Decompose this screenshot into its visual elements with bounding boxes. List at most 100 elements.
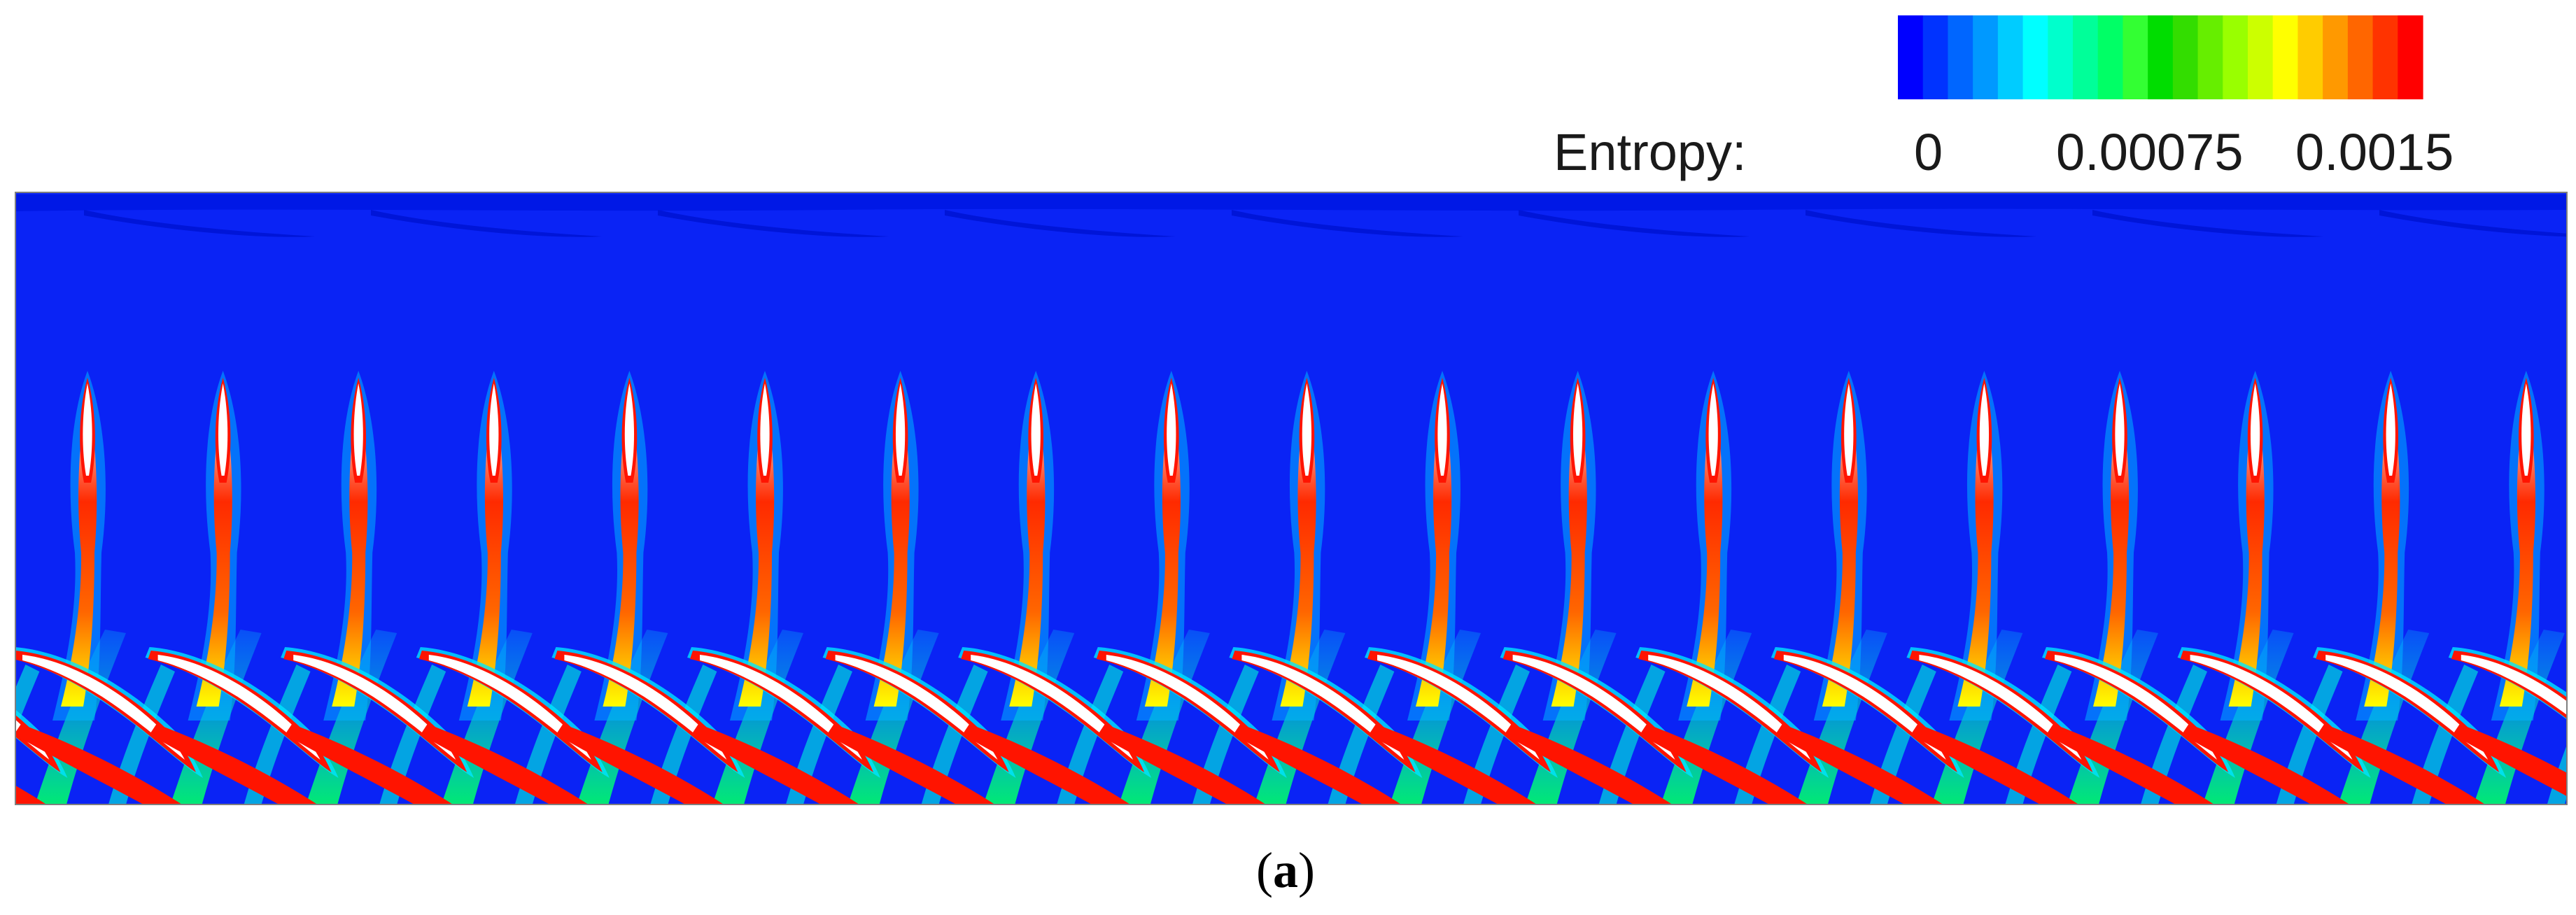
row2-blade [2042,647,2235,804]
row2-wake-secondary [1869,665,1936,804]
row1-blade [1949,371,2003,721]
row2-wake-secondary [1057,665,1124,804]
blade-core [624,383,635,476]
row2-wake-band [1775,724,1943,804]
row2-wake-secondary [1328,665,1395,804]
colorbar-swatch [1948,15,1973,99]
wall-streak [84,210,315,237]
row2-wake-secondary [1734,665,1801,804]
row2-blade-core [1919,655,2082,760]
blade-core [760,383,770,476]
row1-blade [1813,371,1867,721]
colorbar-swatch [2248,15,2274,99]
colorbar-swatch [2073,15,2099,99]
row1-blade [730,371,783,721]
row2-blade [145,647,339,804]
row1-blade [323,371,377,721]
wall-streak [371,210,602,237]
blade-core [1031,383,1041,476]
blade-core [1844,383,1854,476]
row2-wake-band [15,724,182,804]
row2-wake-secondary [244,665,311,804]
row2-wake-secondary [1598,665,1666,804]
blade-core [1979,383,1990,476]
row1-blade [1136,371,1190,721]
row2-wake-band [2317,724,2486,804]
entropy-colorbar [1898,15,2423,99]
wall-streak [2379,210,2567,237]
colorbar-tick-mid: 0.00075 [2056,123,2244,181]
row2-wake-secondary [2412,665,2479,804]
row2-wake-band [1097,724,1266,804]
upper-wall-band [15,194,2567,211]
row2-blade [1229,647,1423,804]
row2-blade-core [1241,655,1405,760]
row2-blade [2177,647,2371,804]
row2-wake-band [285,724,453,804]
row2-wake-band [1640,724,1808,804]
row2-wake-band [2181,724,2350,804]
row1-blade [2220,371,2274,721]
wall-streak [658,210,889,237]
row2-wake-band [556,724,724,804]
row2-blade [1771,647,1964,804]
colorbar-swatch [1997,15,2024,99]
row2-blade-core [2325,655,2489,760]
row1-blade [1001,371,1055,721]
row2-wake-secondary [379,665,446,804]
row1-blade [1272,371,1325,721]
blade-core [489,383,499,476]
row2-wake-secondary [786,665,852,804]
row2-blade [281,647,474,804]
row2-wake-secondary [2276,665,2343,804]
colorbar-swatch [2347,15,2374,99]
row2-wake-band [1504,724,1673,804]
row2-wake-band [149,724,318,804]
blade-core [1708,383,1718,476]
wall-streak [2092,210,2323,237]
colorbar-swatch [2223,15,2248,99]
wall-streak [1232,210,1463,237]
row2-blade-core [2190,655,2353,760]
colorbar-swatch [2097,15,2124,99]
blade-core [218,383,228,476]
row2-blade [1365,647,1558,804]
blade-core [83,383,92,476]
wall-streak [1806,210,2036,237]
row2-blade-core [971,655,1134,760]
caption-letter: a [1273,842,1298,898]
row2-blade-core [1377,655,1540,760]
blade-core [1302,383,1312,476]
row2-wake-band [2046,724,2214,804]
colorbar-swatch [2148,15,2174,99]
blade-core [353,383,363,476]
row2-blade [1635,647,1829,804]
row2-wake-secondary [514,665,582,804]
row2-blade [416,647,610,804]
row2-blade [1500,647,1694,804]
row2-blade [2313,647,2507,804]
colorbar-swatch [2398,15,2423,99]
row2-blade-core [1512,655,1675,760]
colorbar-tick-min: 0 [1914,123,1943,181]
colorbar-swatch [2048,15,2074,99]
row2-blade [958,647,1152,804]
row2-wake-secondary [15,665,40,731]
blade-core [2521,383,2531,476]
row2-wake-band [1233,724,1402,804]
row2-blade [2448,647,2567,797]
blade-core [2250,383,2260,476]
upper-wall-streaks [84,210,2567,237]
blade-core [2386,383,2395,476]
row2-blade-core [2461,655,2567,715]
row2-blade [687,647,880,804]
row2-blade [1093,647,1287,804]
row2-wake-secondary [921,665,988,804]
row2-wake-secondary [1192,665,1259,804]
row1-blade [1678,371,1732,721]
colorbar-swatch [2297,15,2323,99]
row2-wake-secondary [108,665,175,804]
row2-wake-band [826,724,995,804]
row1-blade [1542,371,1596,721]
row1-blade [2085,371,2138,721]
